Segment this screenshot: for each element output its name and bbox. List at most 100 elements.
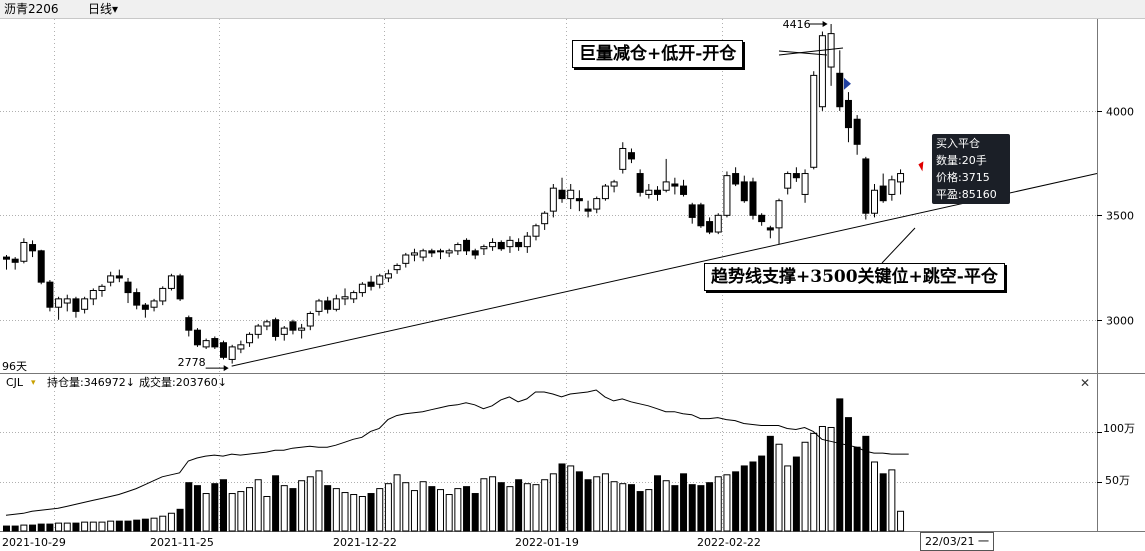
volume-bar-96 (836, 398, 844, 532)
candle-31 (272, 317, 280, 341)
candle-39 (341, 288, 349, 306)
candle-103 (897, 169, 905, 195)
candle-body-up (714, 214, 722, 233)
candle-16 (141, 303, 149, 318)
x-axis-label-3: 2022-01-19 (515, 536, 579, 549)
candle-38 (332, 294, 340, 312)
volume-bar-45 (393, 474, 401, 532)
volume-bar-44 (384, 483, 392, 532)
candle-36 (315, 298, 323, 316)
candle-body-down (463, 239, 471, 252)
volume-bar-55 (480, 478, 488, 532)
close-icon[interactable]: ✕ (1080, 376, 1091, 390)
period-selector[interactable]: 日线▾ (88, 0, 118, 18)
candle-body-down (185, 317, 193, 331)
candle-body-down (46, 281, 54, 308)
candle-10 (89, 288, 97, 306)
candle-body-up (402, 254, 410, 264)
volume-bar-81 (706, 482, 714, 532)
candle-100 (871, 183, 878, 218)
volume-bar-59 (515, 479, 523, 532)
candle-body-up (784, 173, 792, 189)
high-pointer-arrow (822, 21, 828, 28)
volume-bar-101 (879, 473, 887, 532)
candle-body-up (306, 312, 314, 327)
candle-body-up (523, 235, 531, 248)
candle-5 (46, 280, 54, 312)
candle-1 (11, 257, 19, 270)
volume-bar-90 (784, 465, 792, 532)
volume-bar-91 (792, 456, 800, 532)
candle-69 (601, 183, 609, 201)
volume-bar-98 (853, 446, 861, 532)
volume-bar-92 (801, 441, 809, 532)
candle-9 (81, 296, 89, 314)
annotation-bottom-connector (881, 227, 916, 264)
candle-body-up (298, 327, 306, 331)
candle-body-up (437, 250, 444, 253)
candle-85 (740, 175, 748, 203)
candle-body-up (888, 179, 896, 195)
volume-bar-41 (358, 495, 366, 532)
symbol-label[interactable]: 沥青2206 (4, 2, 59, 16)
candle-body-up (332, 298, 340, 310)
indicator-chevron-down-icon[interactable]: ▾ (31, 378, 36, 388)
volume-bar-69 (601, 473, 609, 532)
volume-bar-1 (11, 525, 19, 532)
volume-bar-38 (332, 488, 340, 532)
x-axis-label-1: 2021-11-25 (150, 536, 214, 549)
candle-78 (680, 179, 688, 197)
candle-body-down (853, 118, 861, 145)
candle-body-up (801, 173, 809, 195)
candle-18 (159, 286, 167, 306)
candle-12 (107, 271, 115, 287)
volume-bar-64 (558, 463, 566, 532)
candle-76 (662, 158, 670, 193)
candle-body-down (654, 189, 661, 195)
candle-52 (454, 242, 462, 255)
candle-51 (445, 248, 453, 258)
volume-bar-37 (324, 485, 332, 532)
candle-body-up (549, 187, 557, 212)
volume-bar-102 (888, 469, 896, 532)
candle-body-down (515, 241, 523, 248)
candle-body-down (706, 221, 714, 233)
trend-line (231, 173, 1098, 367)
volume-bar-42 (367, 493, 375, 532)
volume-bar-50 (437, 489, 444, 532)
volume-bar-79 (688, 484, 696, 532)
candle-body-up (897, 173, 905, 183)
indicator-name[interactable]: CJL (6, 376, 24, 389)
volume-bar-53 (463, 486, 471, 532)
trade-quantity: 数量:20手 (936, 154, 987, 167)
candle-94 (818, 31, 826, 111)
candle-35 (306, 311, 314, 331)
volume-bar-17 (150, 517, 158, 532)
candle-body-down (272, 319, 280, 337)
candle-body-up (662, 181, 670, 191)
trade-tooltip: 买入平仓 数量:20手 价格:3715 平盈:85160 (932, 134, 1010, 204)
candle-body-up (55, 298, 63, 308)
candle-101 (879, 173, 887, 203)
volume-bar-26 (228, 493, 236, 532)
volume-bar-23 (202, 493, 210, 532)
low-pointer-arrow (223, 365, 229, 372)
high-label: 4416 (783, 18, 811, 31)
candle-body-down (766, 227, 774, 231)
volume-bar-7 (63, 522, 71, 532)
candle-47 (410, 248, 418, 262)
candle-81 (706, 217, 714, 235)
candle-body-up (445, 250, 453, 254)
candle-63 (549, 183, 557, 218)
candle-body-down (836, 72, 844, 108)
candle-body-down (680, 185, 688, 195)
candle-body-down (176, 275, 184, 300)
volume-bar-86 (749, 461, 757, 532)
candle-84 (732, 167, 740, 187)
candle-body-down (758, 214, 766, 223)
candle-body-down (141, 304, 149, 310)
trade-action: 买入平仓 (936, 137, 980, 150)
volume-bar-95 (827, 426, 835, 532)
candle-body-down (220, 342, 227, 358)
candle-body-up (410, 252, 418, 256)
